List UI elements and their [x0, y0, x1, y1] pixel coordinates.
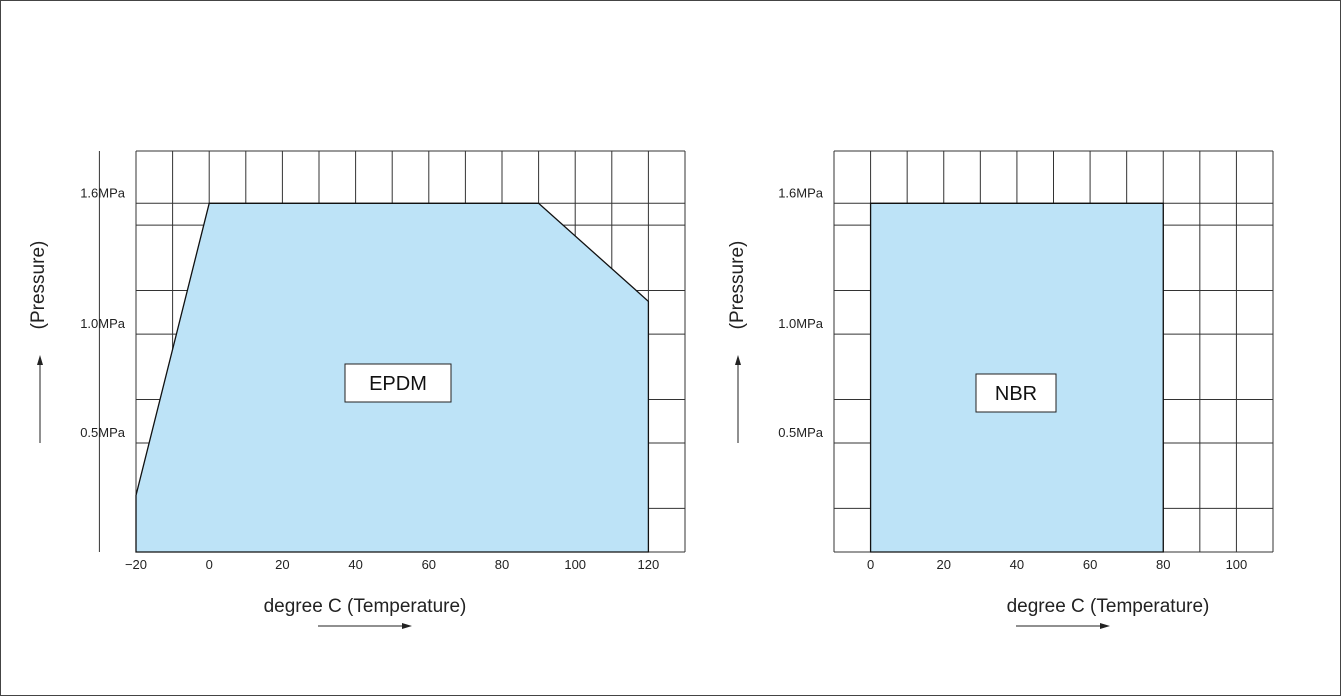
nbr-x-tick-label-3: 60 [1083, 557, 1097, 572]
epdm-x-tick-labels: −20 0 20 40 60 80 100 120 [125, 557, 659, 572]
nbr-x-tick-label-1: 20 [937, 557, 951, 572]
nbr-x-axis-arrow [1016, 623, 1110, 629]
nbr-y-axis-title: (Pressure) [727, 241, 748, 330]
epdm-x-tick-label-1: 0 [206, 557, 213, 572]
nbr-x-tick-labels: 0 20 40 60 80 100 [867, 557, 1247, 572]
epdm-x-tick-label-5: 80 [495, 557, 509, 572]
epdm-chart: −20 0 20 40 60 80 100 120 1.6MPa 1.0MPa 0.5MPa EP… [28, 150, 686, 629]
epdm-x-axis-arrow [318, 623, 412, 629]
nbr-chart: 0 20 40 60 80 100 1.6MPa 1.0MPa 0.5MPa NBR degr… [727, 150, 1274, 629]
epdm-y-axis-title: (Pressure) [28, 241, 49, 330]
epdm-x-tick-label-4: 60 [422, 557, 436, 572]
epdm-y-level-label-1: 1.0MPa [80, 316, 126, 331]
nbr-y-level-labels: 1.6MPa 1.0MPa 0.5MPa [778, 185, 824, 440]
epdm-x-tick-label-2: 20 [275, 557, 289, 572]
nbr-y-level-label-1: 1.0MPa [778, 316, 824, 331]
nbr-x-tick-label-0: 0 [867, 557, 874, 572]
nbr-region-label-box: NBR [975, 373, 1057, 413]
epdm-x-axis-title: degree C (Temperature) [264, 596, 467, 617]
epdm-region-label-frame [344, 363, 452, 403]
epdm-x-tick-label-7: 120 [638, 557, 660, 572]
nbr-y-axis-arrow [735, 355, 741, 443]
epdm-region-label: EPDM [369, 373, 427, 395]
nbr-x-axis-title: degree C (Temperature) [1007, 596, 1210, 617]
epdm-region-label-box: EPDM [344, 363, 452, 403]
nbr-x-tick-label-2: 40 [1010, 557, 1024, 572]
nbr-region-label: NBR [995, 383, 1037, 405]
epdm-x-tick-label-3: 40 [348, 557, 362, 572]
epdm-y-level-labels: 1.6MPa 1.0MPa 0.5MPa [80, 185, 126, 440]
epdm-y-axis-arrow [37, 355, 43, 443]
nbr-y-level-label-0: 1.6MPa [778, 185, 824, 200]
nbr-y-level-label-2: 0.5MPa [778, 425, 824, 440]
epdm-y-level-label-2: 0.5MPa [80, 425, 126, 440]
epdm-x-tick-label-6: 100 [564, 557, 586, 572]
epdm-y-level-label-0: 1.6MPa [80, 185, 126, 200]
nbr-x-tick-label-5: 100 [1226, 557, 1248, 572]
nbr-x-tick-label-4: 80 [1156, 557, 1170, 572]
epdm-x-tick-label-0: −20 [125, 557, 147, 572]
nbr-region-label-frame [975, 373, 1057, 413]
